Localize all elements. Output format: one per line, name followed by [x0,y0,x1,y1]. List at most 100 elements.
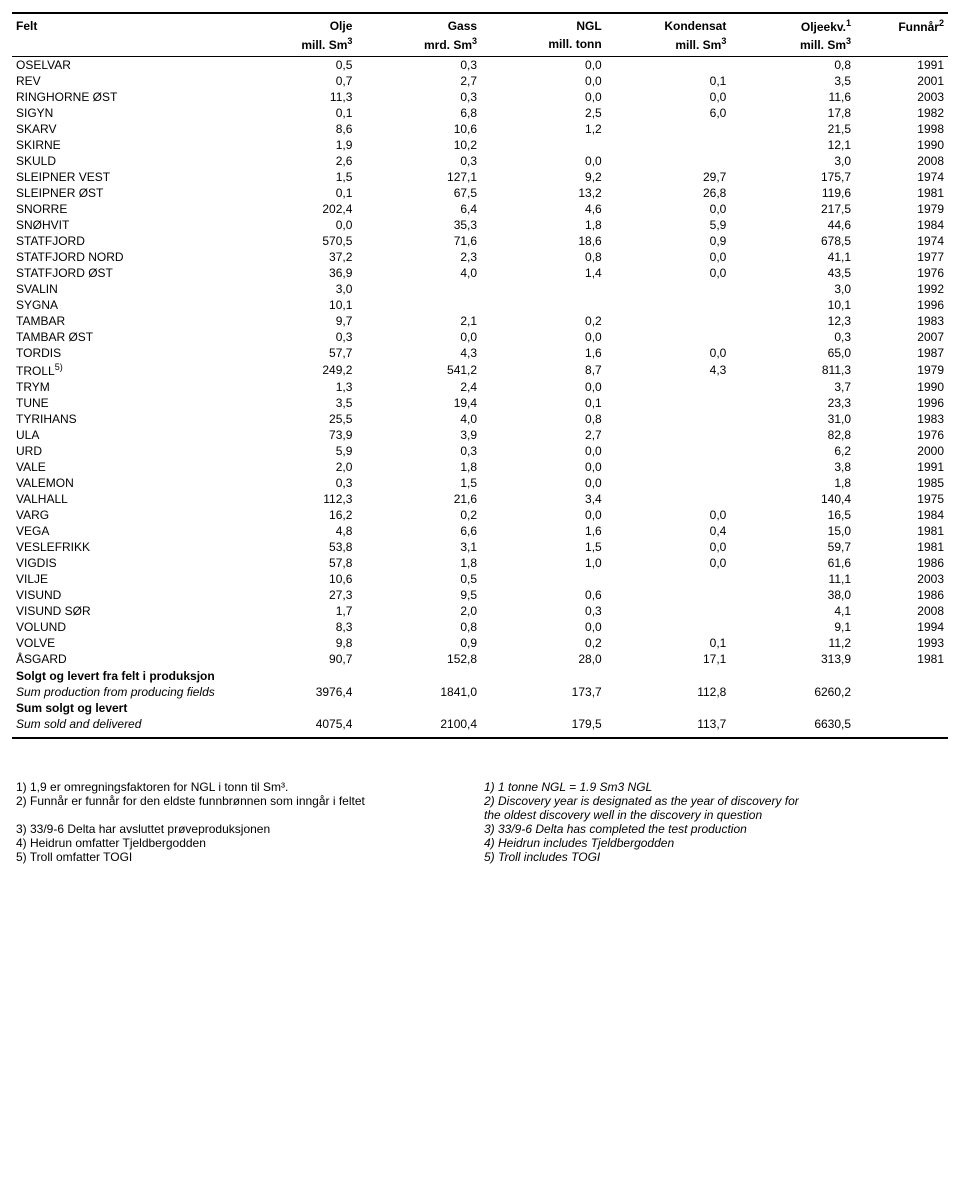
cell-felt: SIGYN [12,105,232,121]
cell-ekv: 44,6 [730,217,855,233]
cell-aar: 1979 [855,201,948,217]
cell-ekv: 59,7 [730,539,855,555]
table-row: OSELVAR0,50,30,00,81991 [12,57,948,74]
cell-olje: 90,7 [232,651,357,667]
footnote-line: 2) Discovery year is designated as the y… [484,794,944,808]
cell-kond: 5,9 [606,217,731,233]
cell-felt: SLEIPNER ØST [12,185,232,201]
cell-ekv: 17,8 [730,105,855,121]
cell-ekv: 3,5 [730,73,855,89]
col-funnaar: Funnår2 [855,13,948,35]
cell-felt: SNØHVIT [12,217,232,233]
col-ngl-unit: mill. tonn [481,35,606,57]
cell-aar: 1998 [855,121,948,137]
cell-ekv: 3,0 [730,153,855,169]
cell-ekv: 43,5 [730,265,855,281]
sum-prod-sub: Sum production from producing fields [12,684,232,700]
footnotes-table: 1) 1,9 er omregningsfaktoren for NGL i t… [12,779,948,865]
cell-kond: 0,0 [606,555,731,571]
production-table: Felt Olje Gass NGL Kondensat Oljeekv.1 F… [12,12,948,739]
table-row: VALHALL112,321,63,4140,41975 [12,491,948,507]
cell-gass: 0,9 [356,635,481,651]
cell-ekv: 1,8 [730,475,855,491]
cell-ngl: 8,7 [481,361,606,379]
cell-olje: 27,3 [232,587,357,603]
cell-gass: 0,5 [356,571,481,587]
cell-olje: 8,6 [232,121,357,137]
cell-aar: 2000 [855,443,948,459]
cell-olje: 0,7 [232,73,357,89]
table-row: SLEIPNER VEST1,5127,19,229,7175,71974 [12,169,948,185]
cell-felt: TAMBAR [12,313,232,329]
cell-olje: 5,9 [232,443,357,459]
cell-kond [606,297,731,313]
table-row: TROLL5)249,2541,28,74,3811,31979 [12,361,948,379]
cell-aar: 1981 [855,185,948,201]
cell-gass: 0,3 [356,443,481,459]
cell-kond [606,379,731,395]
cell-ekv: 6,2 [730,443,855,459]
col-oljeekv: Oljeekv.1 [730,13,855,35]
cell-ngl: 1,6 [481,345,606,361]
cell-olje: 2,6 [232,153,357,169]
cell-aar: 2003 [855,571,948,587]
col-oljeekv-unit: mill. Sm3 [730,35,855,57]
cell-kond: 0,0 [606,539,731,555]
cell-olje: 11,3 [232,89,357,105]
cell-ekv: 0,3 [730,329,855,345]
cell-aar: 1974 [855,233,948,249]
cell-gass: 127,1 [356,169,481,185]
cell-kond [606,491,731,507]
cell-ekv: 3,8 [730,459,855,475]
cell-gass: 2,3 [356,249,481,265]
cell-kond [606,603,731,619]
cell-kond [606,329,731,345]
table-row: SKARV8,610,61,221,51998 [12,121,948,137]
cell-olje: 4,8 [232,523,357,539]
cell-felt: SKARV [12,121,232,137]
cell-ngl [481,297,606,313]
cell-olje: 0,1 [232,105,357,121]
cell-gass: 9,5 [356,587,481,603]
sum-solgt-olje: 4075,4 [232,716,357,738]
cell-ngl: 0,0 [481,153,606,169]
cell-aar: 1996 [855,297,948,313]
col-felt-unit [12,35,232,57]
cell-aar: 2008 [855,603,948,619]
table-row: VIGDIS57,81,81,00,061,61986 [12,555,948,571]
cell-kond: 0,0 [606,265,731,281]
cell-olje: 36,9 [232,265,357,281]
table-row: VARG16,20,20,00,016,51984 [12,507,948,523]
cell-felt: VIGDIS [12,555,232,571]
cell-kond [606,57,731,74]
col-olje-unit: mill. Sm3 [232,35,357,57]
cell-aar: 1982 [855,105,948,121]
cell-ekv: 217,5 [730,201,855,217]
col-felt: Felt [12,13,232,35]
cell-olje: 73,9 [232,427,357,443]
cell-ngl: 1,0 [481,555,606,571]
cell-felt: STATFJORD [12,233,232,249]
cell-kond [606,281,731,297]
cell-gass: 0,3 [356,89,481,105]
cell-gass: 0,2 [356,507,481,523]
cell-ngl: 0,0 [481,379,606,395]
sum-solgt-header: Solgt og levert fra felt i produksjon [12,667,232,684]
table-row: VOLUND8,30,80,09,11994 [12,619,948,635]
footnote-line: 4) Heidrun includes Tjeldbergodden [484,836,944,850]
cell-ekv: 31,0 [730,411,855,427]
cell-ngl: 0,8 [481,249,606,265]
cell-ngl: 0,0 [481,89,606,105]
cell-aar: 1985 [855,475,948,491]
table-row: VALEMON0,31,50,01,81985 [12,475,948,491]
sum-solgt-header2: Sum solgt og levert [12,700,232,716]
cell-gass: 0,0 [356,329,481,345]
cell-felt: VESLEFRIKK [12,539,232,555]
cell-olje: 57,7 [232,345,357,361]
col-ngl: NGL [481,13,606,35]
cell-aar: 2007 [855,329,948,345]
cell-gass [356,281,481,297]
cell-felt: OSELVAR [12,57,232,74]
cell-olje: 1,5 [232,169,357,185]
cell-felt: TRYM [12,379,232,395]
